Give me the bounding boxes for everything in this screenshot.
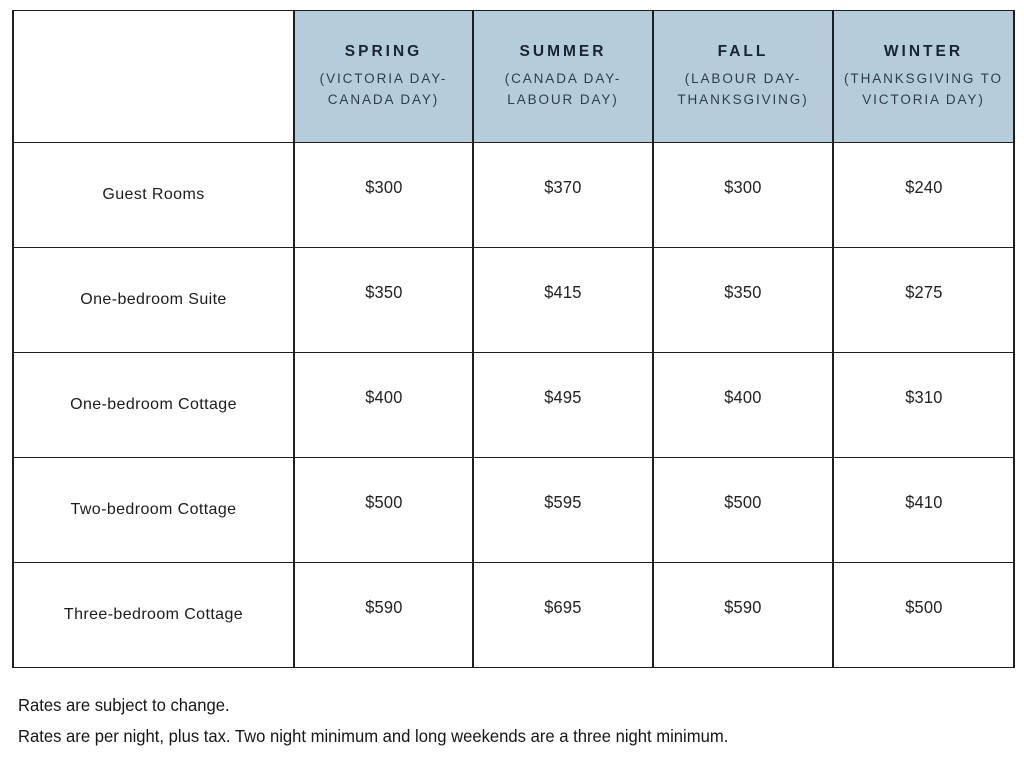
column-header-spring: SPRING (VICTORIA DAY- CANADA DAY) <box>293 10 474 143</box>
rates-table: SPRING (VICTORIA DAY- CANADA DAY) SUMMER… <box>12 10 1015 668</box>
column-header-summer: SUMMER (CANADA DAY- LABOUR DAY) <box>472 10 654 143</box>
price-value: $275 <box>904 281 943 302</box>
table-row: Two-bedroom Cottage $500 $595 $500 $410 <box>12 457 1015 563</box>
price-value: $300 <box>724 176 762 197</box>
season-label: WINTER <box>883 43 964 60</box>
table-row: Three-bedroom Cottage $590 $695 $590 $50… <box>12 562 1015 668</box>
price-value: $310 <box>904 386 943 407</box>
season-period-line: (CANADA DAY- <box>504 71 622 86</box>
price-value: $590 <box>724 596 762 617</box>
price-cell: $400 <box>652 352 834 458</box>
season-label: SPRING <box>344 43 423 60</box>
table-row: One-bedroom Suite $350 $415 $350 $275 <box>12 247 1015 353</box>
season-period-line: VICTORIA DAY) <box>862 92 985 107</box>
table-row: One-bedroom Cottage $400 $495 $400 $310 <box>12 352 1015 458</box>
season-period-line: LABOUR DAY) <box>507 92 619 107</box>
price-cell: $410 <box>832 457 1015 563</box>
price-cell: $500 <box>832 562 1015 668</box>
price-value: $495 <box>544 386 582 407</box>
price-cell: $500 <box>293 457 474 563</box>
season-label: FALL <box>717 43 769 60</box>
price-cell: $370 <box>472 142 654 248</box>
footnote-line: Rates are subject to change. <box>18 695 230 715</box>
row-label: One-bedroom Suite <box>12 247 295 353</box>
season-period-line: CANADA DAY) <box>327 92 440 107</box>
row-label: Guest Rooms <box>12 142 295 248</box>
price-cell: $495 <box>472 352 654 458</box>
season-period-line: THANKSGIVING) <box>677 92 809 107</box>
price-cell: $275 <box>832 247 1015 353</box>
price-value: $500 <box>904 596 943 617</box>
footnote-line: Rates are per night, plus tax. Two night… <box>18 725 729 746</box>
footnotes: Rates are subject to change. Rates are p… <box>18 690 728 751</box>
price-value: $400 <box>364 386 403 407</box>
price-cell: $350 <box>652 247 834 353</box>
price-value: $500 <box>724 491 762 512</box>
price-cell: $300 <box>293 142 474 248</box>
header-row: SPRING (VICTORIA DAY- CANADA DAY) SUMMER… <box>12 10 1015 143</box>
price-value: $370 <box>544 176 582 197</box>
price-value: $400 <box>724 386 762 407</box>
price-cell: $590 <box>293 562 474 668</box>
season-period-line: (VICTORIA DAY- <box>319 71 448 86</box>
price-cell: $310 <box>832 352 1015 458</box>
price-cell: $695 <box>472 562 654 668</box>
price-value: $500 <box>364 491 403 512</box>
row-label: Two-bedroom Cottage <box>12 457 295 563</box>
price-cell: $590 <box>652 562 834 668</box>
season-period-line: (LABOUR DAY- <box>684 71 802 86</box>
price-value: $350 <box>724 281 762 302</box>
column-header-fall: FALL (LABOUR DAY- THANKSGIVING) <box>652 10 834 143</box>
price-value: $240 <box>904 176 943 197</box>
price-value: $595 <box>544 491 582 512</box>
price-cell: $415 <box>472 247 654 353</box>
rates-table-container: SPRING (VICTORIA DAY- CANADA DAY) SUMMER… <box>12 10 1015 668</box>
row-label: Three-bedroom Cottage <box>12 562 295 668</box>
price-value: $590 <box>364 596 403 617</box>
corner-cell <box>12 10 295 143</box>
price-value: $300 <box>364 176 403 197</box>
row-label: One-bedroom Cottage <box>12 352 295 458</box>
price-cell: $500 <box>652 457 834 563</box>
price-cell: $400 <box>293 352 474 458</box>
season-period-line: (THANKSGIVING TO <box>844 71 1003 86</box>
table-row: Guest Rooms $300 $370 $300 $240 <box>12 142 1015 248</box>
season-label: SUMMER <box>519 43 607 60</box>
column-header-winter: WINTER (THANKSGIVING TO VICTORIA DAY) <box>832 10 1015 143</box>
price-cell: $595 <box>472 457 654 563</box>
price-value: $415 <box>544 281 582 302</box>
price-value: $350 <box>364 281 403 302</box>
price-value: $410 <box>904 491 943 512</box>
price-value: $695 <box>544 596 582 617</box>
price-cell: $350 <box>293 247 474 353</box>
price-cell: $300 <box>652 142 834 248</box>
price-cell: $240 <box>832 142 1015 248</box>
